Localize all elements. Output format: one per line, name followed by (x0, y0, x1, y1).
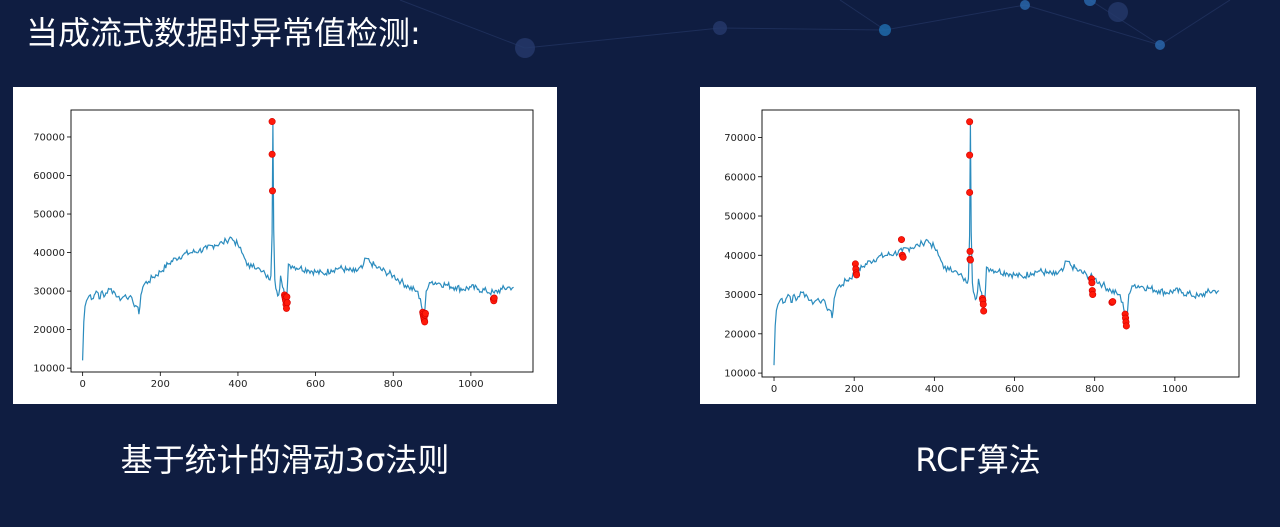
y-tick-label: 70000 (724, 133, 756, 144)
x-tick-label: 0 (771, 384, 777, 395)
y-tick-label: 60000 (724, 172, 756, 183)
anomaly-point (421, 318, 429, 326)
x-tick-label: 400 (925, 384, 944, 395)
chart-sliding-3sigma: 0 200 400 600 800 1000 10000 20000 30000 40000 500… (33, 109, 534, 390)
anomaly-point (979, 300, 987, 308)
anomaly-point (1109, 298, 1117, 306)
y-tick-label: 50000 (724, 212, 756, 223)
chart-rcf: 0 200 400 600 800 1000 10000 20000 30000 40000 500… (724, 109, 1240, 395)
y-tick-label: 70000 (33, 132, 65, 143)
y-tick-label: 60000 (33, 171, 65, 182)
series-line (82, 121, 514, 361)
x-tick-label: 1000 (1162, 384, 1187, 395)
x-tick-label: 600 (306, 379, 325, 390)
anomaly-point (899, 253, 907, 261)
anomaly-point (490, 294, 498, 302)
y-tick-label: 40000 (33, 248, 65, 259)
anomaly-point (268, 187, 276, 195)
y-tick-label: 30000 (33, 287, 65, 298)
series-line (773, 121, 1220, 366)
anomaly-point (980, 307, 988, 315)
anomaly-point (283, 293, 291, 301)
anomaly-point (1089, 291, 1097, 299)
anomaly-point (268, 118, 276, 126)
chart-panel-sliding-3sigma: 0 200 400 600 800 1000 10000 20000 30000 40000 500… (13, 87, 557, 404)
axes-frame (761, 109, 1240, 378)
caption-sliding-3sigma: 基于统计的滑动3σ法则 (120, 441, 450, 479)
x-tick-label: 200 (845, 384, 864, 395)
x-tick-label: 0 (79, 379, 85, 390)
y-tick-label: 10000 (724, 369, 756, 380)
axes-frame (70, 109, 534, 373)
x-tick-label: 1000 (458, 379, 483, 390)
anomaly-point (966, 151, 974, 159)
y-tick-label: 30000 (724, 290, 756, 301)
anomaly-point (966, 256, 974, 264)
slide-title: 当成流式数据时异常值检测: (26, 14, 421, 52)
anomaly-point (283, 299, 291, 307)
x-tick-label: 800 (384, 379, 403, 390)
anomaly-point (966, 188, 974, 196)
anomaly-point (268, 150, 276, 158)
anomaly-point (1122, 322, 1130, 330)
y-tick-label: 40000 (724, 251, 756, 262)
x-tick-label: 800 (1085, 384, 1104, 395)
x-tick-label: 200 (151, 379, 170, 390)
anomaly-point (897, 236, 905, 244)
y-tick-label: 20000 (33, 325, 65, 336)
anomaly-point (966, 118, 974, 126)
caption-rcf: RCF算法 (915, 441, 1041, 479)
anomaly-point (282, 304, 290, 312)
anomaly-point (1088, 279, 1096, 287)
x-tick-label: 600 (1005, 384, 1024, 395)
y-tick-label: 20000 (724, 329, 756, 340)
anomaly-point (853, 271, 861, 279)
x-tick-label: 400 (228, 379, 247, 390)
chart-panel-rcf: 0 200 400 600 800 1000 10000 20000 30000 40000 500… (700, 87, 1256, 404)
anomaly-point (966, 247, 974, 255)
y-tick-label: 50000 (33, 210, 65, 221)
anomaly-point (421, 309, 429, 317)
y-tick-label: 10000 (33, 364, 65, 375)
